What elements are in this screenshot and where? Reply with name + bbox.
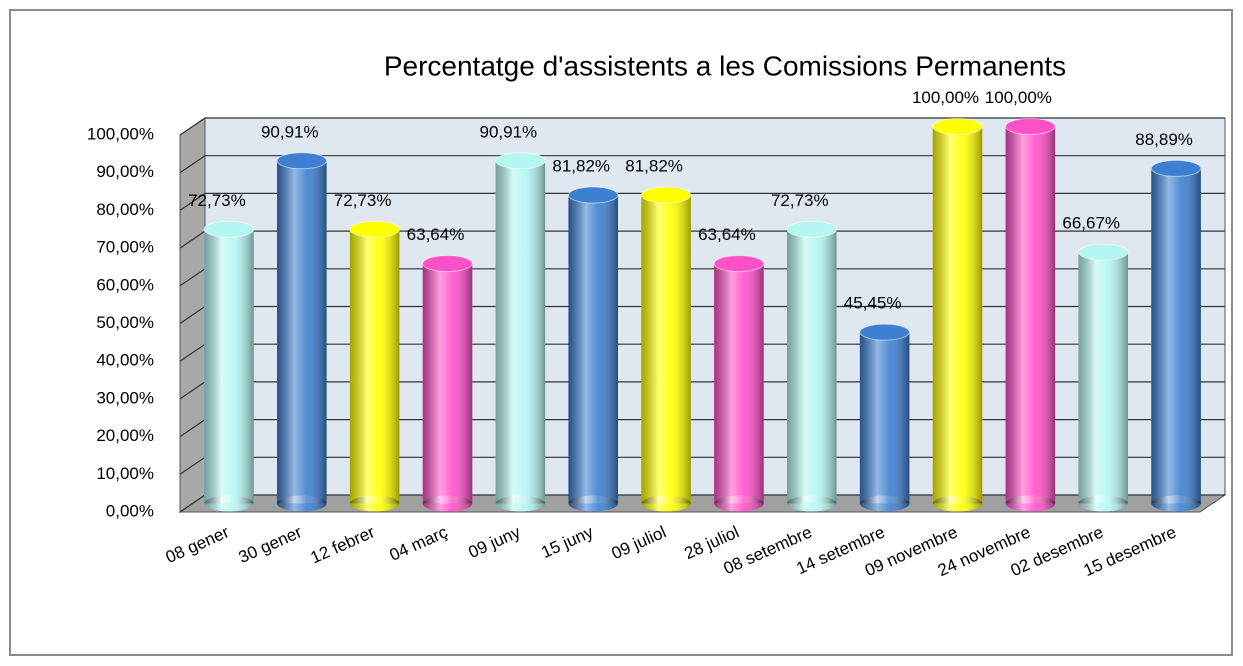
bar-shade bbox=[1151, 168, 1201, 504]
bar-top bbox=[276, 152, 328, 170]
bar-shade bbox=[932, 126, 983, 504]
bar-shade bbox=[787, 229, 837, 504]
grid-line bbox=[179, 192, 1225, 211]
y-tick-label: 60,00% bbox=[96, 275, 154, 294]
bar-top bbox=[1005, 118, 1056, 135]
value-label: 81,82% bbox=[625, 157, 683, 176]
value-label: 63,64% bbox=[698, 225, 756, 244]
bar-top bbox=[567, 186, 619, 204]
grid-line bbox=[179, 117, 1225, 136]
bar-top bbox=[422, 255, 473, 273]
bar-shade bbox=[277, 160, 327, 504]
value-label: 45,45% bbox=[844, 294, 902, 313]
value-label: 66,67% bbox=[1062, 214, 1120, 233]
y-tick-label: 20,00% bbox=[96, 426, 154, 445]
y-tick-label: 90,00% bbox=[96, 162, 154, 181]
floor bbox=[178, 494, 1227, 513]
bar-top bbox=[713, 255, 765, 273]
y-tick-label: 40,00% bbox=[96, 351, 154, 370]
grid-line bbox=[179, 155, 1225, 174]
y-tick-label: 10,00% bbox=[96, 464, 154, 483]
bar-shade bbox=[349, 229, 400, 504]
bar-shade bbox=[495, 160, 546, 504]
y-tick-label: 80,00% bbox=[96, 200, 154, 219]
y-tick-label: 30,00% bbox=[96, 388, 154, 407]
bar-shade bbox=[859, 332, 910, 504]
value-label: 100,00% bbox=[985, 88, 1052, 107]
bar-shade bbox=[714, 263, 764, 504]
chart-title: Percentatge d'assistents a les Comission… bbox=[384, 50, 1066, 81]
value-label: 100,00% bbox=[912, 88, 979, 107]
value-label: 88,89% bbox=[1135, 130, 1193, 149]
bar-shade bbox=[204, 229, 254, 504]
y-tick-label: 50,00% bbox=[96, 313, 154, 332]
value-label: 72,73% bbox=[188, 191, 246, 210]
bar-shade bbox=[641, 195, 691, 504]
value-label: 81,82% bbox=[552, 157, 610, 176]
value-label: 90,91% bbox=[480, 122, 538, 141]
y-tick-label: 70,00% bbox=[96, 238, 154, 257]
bar-top bbox=[1077, 243, 1129, 261]
bar-top bbox=[203, 220, 255, 238]
bar-shade bbox=[1005, 126, 1056, 504]
bar-shade bbox=[1078, 252, 1128, 504]
bar-top bbox=[786, 220, 838, 238]
y-tick-label: 100,00% bbox=[87, 124, 154, 143]
bar-shade bbox=[422, 263, 473, 504]
value-label: 90,91% bbox=[261, 122, 319, 141]
bar-top bbox=[495, 152, 546, 170]
value-label: 72,73% bbox=[334, 191, 392, 210]
bar-shade bbox=[568, 195, 618, 504]
bar-top bbox=[859, 323, 910, 341]
value-label: 72,73% bbox=[771, 191, 829, 210]
bar-top bbox=[1150, 159, 1202, 177]
bar-top bbox=[932, 118, 983, 135]
y-tick-label: 0,00% bbox=[106, 501, 154, 520]
bar-top bbox=[349, 220, 400, 238]
bar-top bbox=[640, 186, 692, 204]
value-label: 63,64% bbox=[407, 225, 465, 244]
